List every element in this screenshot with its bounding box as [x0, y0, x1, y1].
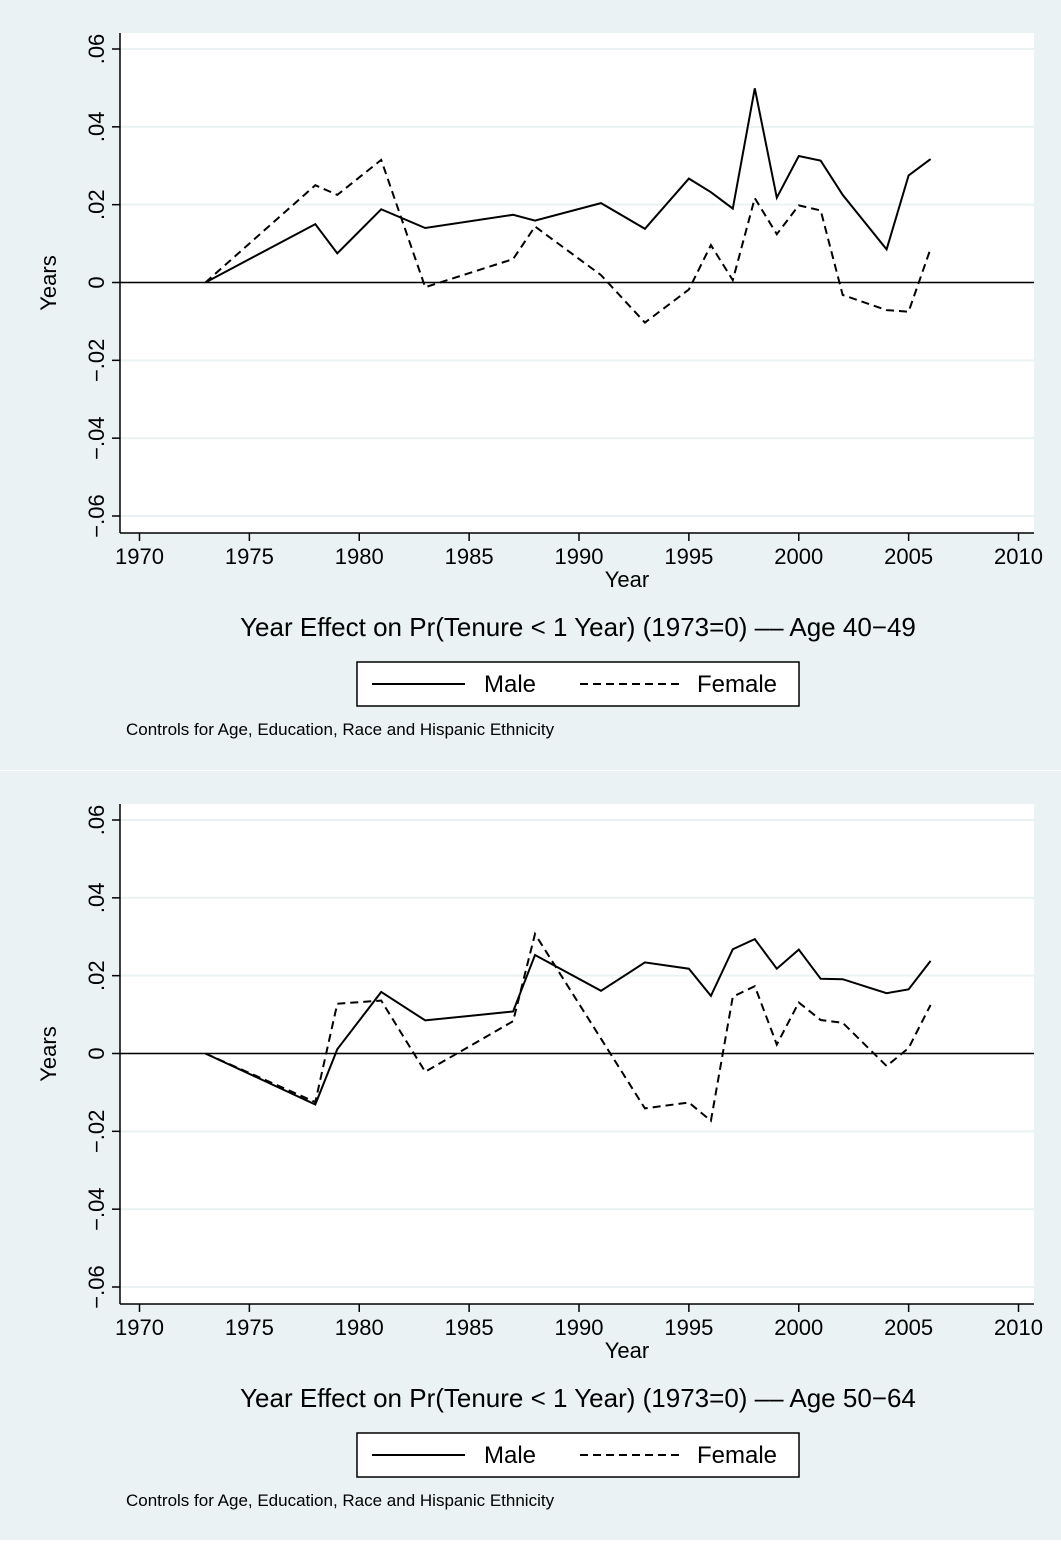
x-tick-label: 2005	[884, 1315, 933, 1340]
x-axis-title: Year	[605, 1338, 649, 1363]
chart-title: Year Effect on Pr(Tenure < 1 Year) (1973…	[240, 612, 916, 642]
y-tick-label: .02	[84, 960, 109, 991]
chart-panel-1: −.06 −.04 −.02 0 .02 .04 .06 1970 1975 1980 1985 19…	[0, 0, 1061, 770]
chart-note: Controls for Age, Education, Race and Hi…	[126, 720, 555, 739]
x-tick-label: 2010	[994, 544, 1043, 569]
x-tick-label: 1980	[335, 544, 384, 569]
legend-label-male: Male	[484, 671, 536, 698]
y-tick-label: .06	[84, 34, 109, 65]
y-tick-label: −.04	[84, 1187, 109, 1230]
y-tick-label: −.06	[84, 1265, 109, 1308]
y-axis-title: Years	[36, 1026, 61, 1081]
chart-note: Controls for Age, Education, Race and Hi…	[126, 1491, 555, 1510]
x-tick-label: 2000	[774, 1315, 823, 1340]
legend-label-female: Female	[697, 1442, 777, 1469]
y-tick-label: −.02	[84, 1110, 109, 1153]
y-tick-label: −.04	[84, 416, 109, 459]
y-axis-title: Years	[36, 255, 61, 310]
y-tick-label: .06	[84, 805, 109, 836]
x-tick-label: 2010	[994, 1315, 1043, 1340]
x-tick-label: 2000	[774, 544, 823, 569]
series-line-female	[204, 931, 932, 1123]
legend-label-male: Male	[484, 1442, 536, 1469]
x-tick-label: 1985	[445, 1315, 494, 1340]
legend-label-female: Female	[697, 671, 777, 698]
x-tick-label: 1995	[664, 1315, 713, 1340]
chart-panel-2: −.06 −.04 −.02 0 .02 .04 .06 1970 1975 1980 1985 19…	[0, 771, 1061, 1540]
x-tick-label: 1970	[115, 1315, 164, 1340]
series-line-male	[204, 937, 932, 1106]
x-tick-label: 1975	[225, 1315, 274, 1340]
y-tick-label: .04	[84, 112, 109, 143]
x-tick-label: 1995	[664, 544, 713, 569]
series-line-female	[204, 158, 932, 324]
x-tick-label: 1975	[225, 544, 274, 569]
y-tick-label: 0	[84, 1047, 109, 1059]
chart-title: Year Effect on Pr(Tenure < 1 Year) (1973…	[240, 1383, 916, 1413]
x-tick-label: 1990	[555, 544, 604, 569]
series-line-male	[204, 88, 932, 284]
y-tick-label: −.06	[84, 494, 109, 537]
x-tick-label: 2005	[884, 544, 933, 569]
x-tick-label: 1990	[555, 1315, 604, 1340]
y-tick-label: −.02	[84, 339, 109, 382]
x-tick-label: 1970	[115, 544, 164, 569]
y-tick-label: 0	[84, 276, 109, 288]
x-tick-label: 1985	[445, 544, 494, 569]
y-tick-label: .02	[84, 189, 109, 220]
x-axis-title: Year	[605, 567, 649, 592]
y-tick-label: .04	[84, 883, 109, 914]
x-tick-label: 1980	[335, 1315, 384, 1340]
